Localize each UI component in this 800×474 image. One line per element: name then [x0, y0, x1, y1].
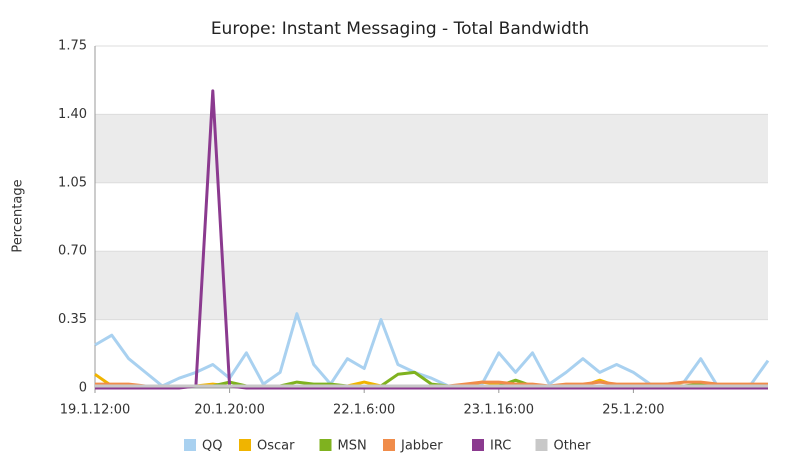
y-tick-label: 0.35 [58, 312, 87, 327]
legend-swatch [383, 439, 395, 451]
y-axis-label: Percentage [11, 179, 26, 252]
y-tick-label: 0 [79, 381, 87, 396]
y-tick-label: 1.40 [58, 107, 87, 122]
x-tick-label: 25.1.2:00 [602, 403, 664, 418]
grid-band [95, 251, 768, 320]
legend-label: Other [554, 439, 592, 454]
grid-band [95, 46, 768, 115]
grid-band [95, 182, 768, 252]
series-line [95, 89, 768, 390]
grid-band [95, 114, 768, 183]
legend-swatch [472, 439, 484, 451]
y-tick-label: 1.75 [58, 39, 87, 54]
x-tick-label: 22.1.6:00 [333, 403, 395, 418]
legend-swatch [535, 439, 548, 451]
legend-label: QQ [202, 439, 222, 454]
legend-label: Jabber [400, 439, 443, 454]
x-tick-label: 19.1.12:00 [60, 403, 131, 418]
chart-title: Europe: Instant Messaging - Total Bandwi… [211, 19, 589, 39]
x-tick-label: 23.1.16:00 [464, 403, 535, 418]
legend-label: MSN [338, 439, 367, 454]
y-tick-label: 0.70 [58, 244, 87, 259]
legend-label: Oscar [257, 439, 295, 454]
x-tick-label: 20.1.20:00 [194, 403, 265, 418]
grid-band [95, 319, 768, 388]
y-tick-label: 1.05 [58, 175, 87, 190]
legend-label: IRC [490, 439, 511, 454]
legend-swatch [239, 439, 251, 451]
legend-swatch [184, 439, 196, 451]
legend-swatch [319, 439, 332, 451]
